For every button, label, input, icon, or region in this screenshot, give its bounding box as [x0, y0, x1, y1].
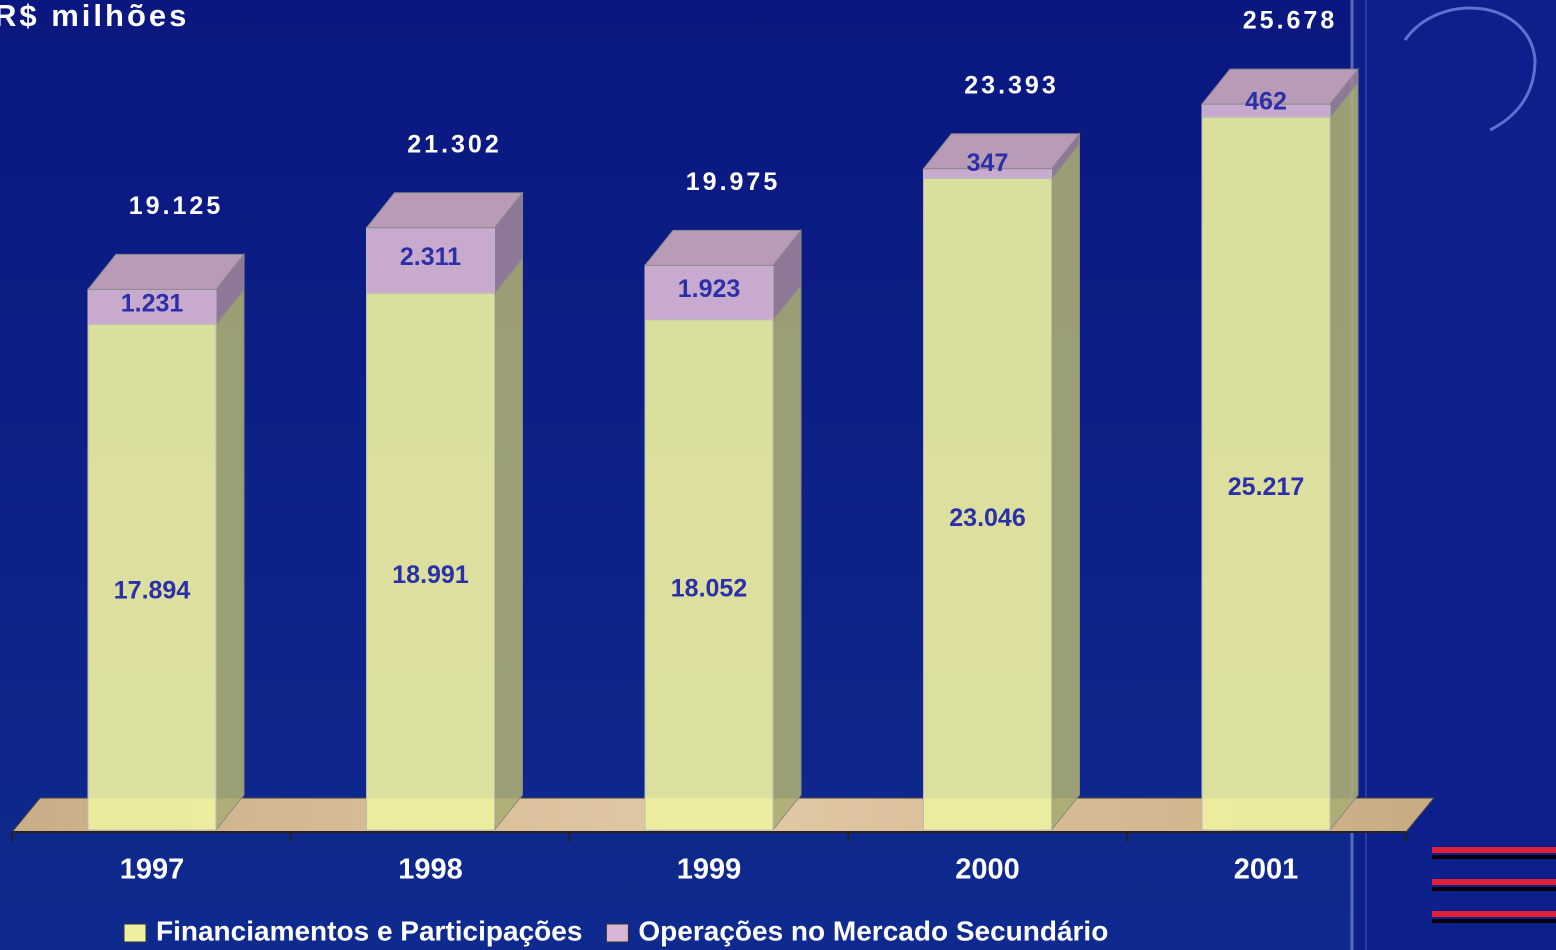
x-tick-label: 1997	[120, 854, 185, 886]
bar	[923, 178, 1052, 831]
total-label: 23.393	[964, 71, 1058, 99]
bar	[366, 292, 495, 831]
x-tick-label: 1998	[398, 854, 463, 886]
decor-arc	[1403, 6, 1537, 132]
total-label: 19.975	[686, 168, 780, 196]
legend-label: Financiamentos e Participações	[156, 915, 582, 946]
chart-title: R$ milhões	[0, 0, 189, 33]
bar-side	[1051, 142, 1080, 832]
bar-top	[1200, 68, 1360, 105]
bar-top	[922, 133, 1081, 170]
x-tick-label: 1999	[677, 854, 742, 886]
data-label: 23.046	[949, 504, 1025, 532]
bar-top	[365, 192, 524, 229]
data-label: 347	[967, 149, 1009, 177]
x-tick-label: 2000	[955, 854, 1020, 886]
legend-swatch	[123, 923, 147, 943]
bar	[87, 323, 217, 831]
bar	[366, 227, 495, 294]
legend-swatch	[605, 923, 629, 943]
bar	[87, 288, 217, 325]
total-label: 25.678	[1243, 7, 1337, 35]
bar-side	[215, 287, 245, 832]
bar-side	[1329, 80, 1359, 832]
data-label: 2.311	[400, 243, 461, 271]
data-label: 25.217	[1228, 473, 1304, 501]
legend-label: Operações no Mercado Secundário	[638, 915, 1108, 946]
bar-side	[494, 256, 523, 832]
total-label: 19.125	[129, 192, 223, 220]
bar	[1201, 116, 1331, 831]
data-label: 17.894	[114, 577, 191, 605]
data-label: 462	[1245, 88, 1287, 116]
data-label: 18.052	[671, 574, 747, 602]
bar-top	[643, 229, 803, 266]
bar-side	[772, 283, 802, 832]
bar-top	[86, 253, 246, 290]
side-strip	[1352, 0, 1556, 950]
data-label: 18.991	[392, 561, 469, 589]
data-label: 1.923	[678, 275, 741, 303]
bar	[644, 319, 774, 831]
x-tick-label: 2001	[1234, 854, 1299, 886]
total-label: 21.302	[407, 130, 501, 158]
data-label: 1.231	[121, 289, 184, 317]
